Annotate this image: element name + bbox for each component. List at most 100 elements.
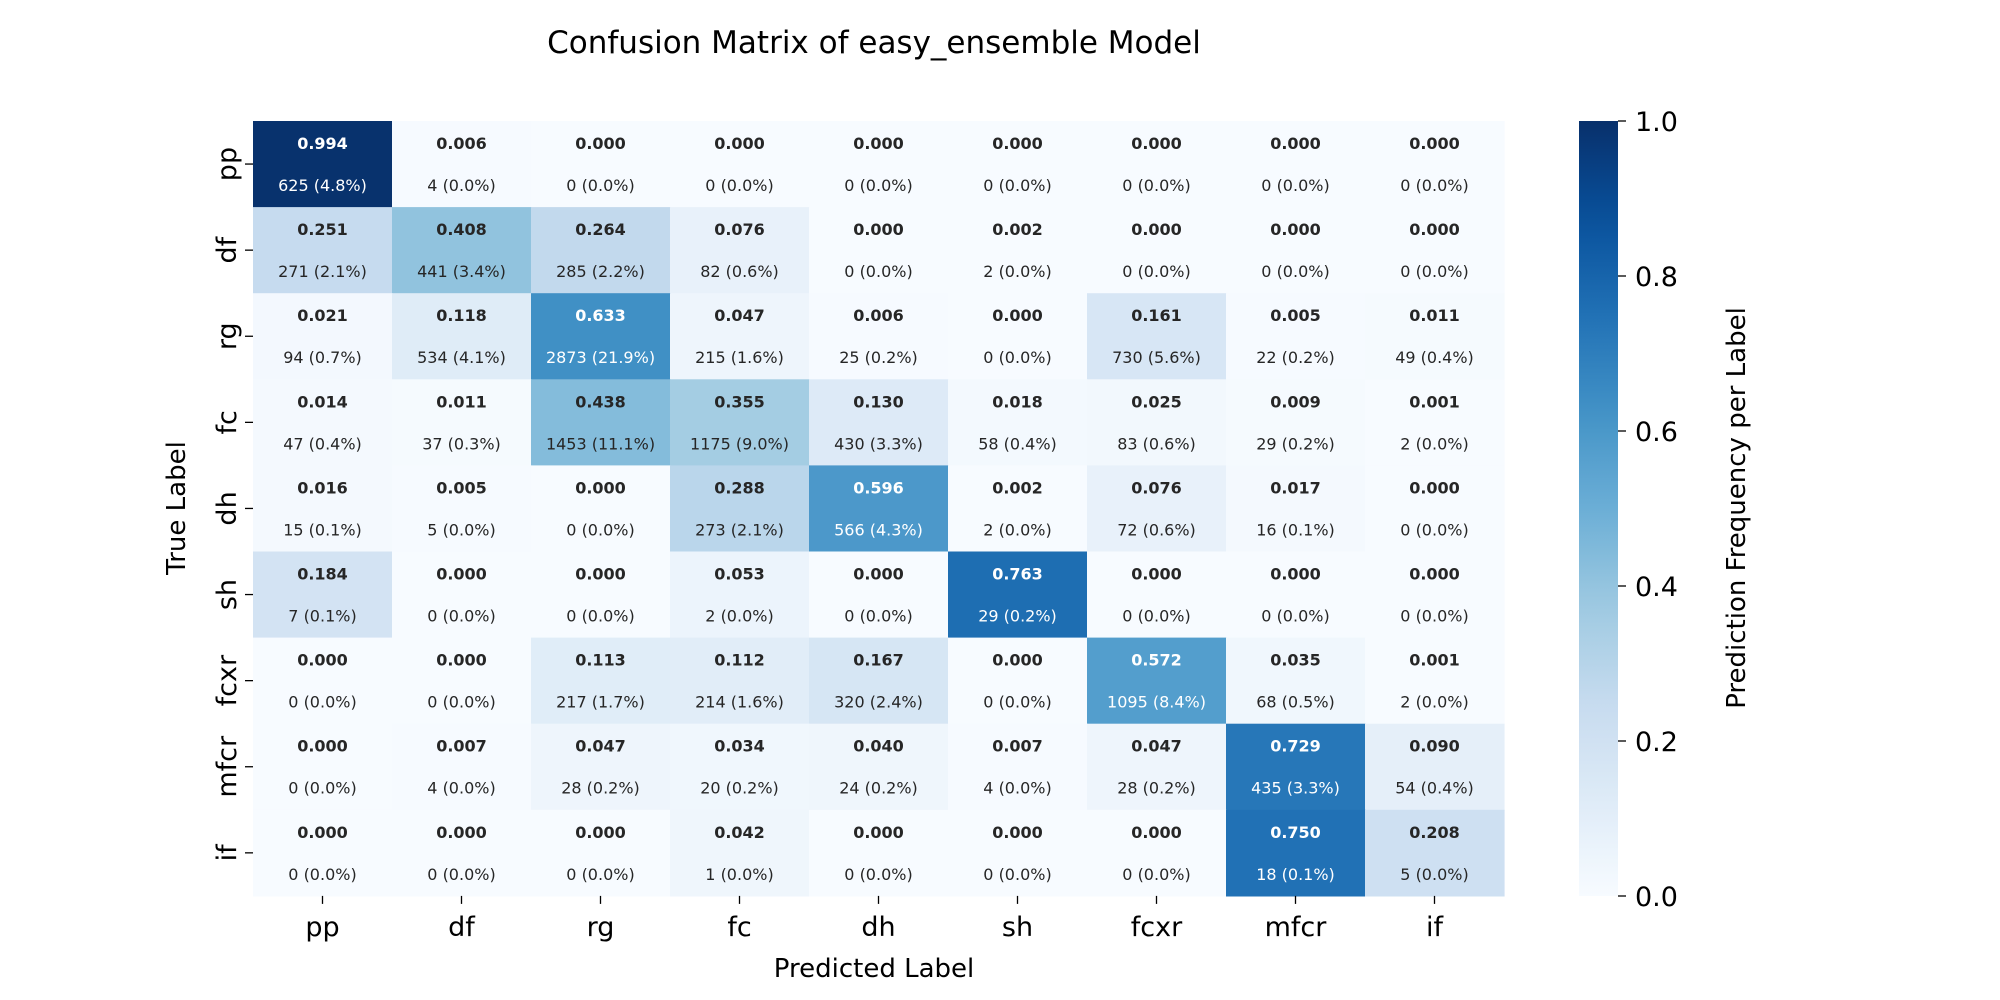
cell-count-label: 4 (0.0%) [427, 779, 495, 798]
cell-value-label: 0.000 [436, 565, 487, 584]
heatmap-cell [1087, 293, 1227, 380]
cell-count-label: 0 (0.0%) [427, 865, 495, 884]
cell-value-label: 0.000 [1409, 134, 1460, 153]
cell-count-label: 0 (0.0%) [983, 348, 1051, 367]
cell-count-label: 83 (0.6%) [1117, 434, 1196, 453]
cell-count-label: 0 (0.0%) [844, 176, 912, 195]
heatmap-cell [531, 207, 671, 294]
cell-count-label: 0 (0.0%) [566, 520, 634, 539]
cell-value-label: 0.000 [575, 565, 626, 584]
colorbar-tick-label: 0.8 [1635, 262, 1678, 293]
heatmap-cell [670, 207, 810, 294]
cell-value-label: 0.000 [575, 478, 626, 497]
cell-value-label: 0.000 [575, 134, 626, 153]
cell-count-label: 320 (2.4%) [834, 693, 923, 712]
cell-value-label: 0.729 [1270, 737, 1321, 756]
cell-count-label: 68 (0.5%) [1256, 693, 1335, 712]
cell-value-label: 0.208 [1409, 823, 1460, 842]
heatmap-cell [1087, 379, 1227, 466]
cell-count-label: 49 (0.4%) [1395, 348, 1474, 367]
colorbar-tick-label: 0.0 [1635, 882, 1678, 913]
heatmap-cell [531, 379, 671, 466]
cell-count-label: 0 (0.0%) [1122, 176, 1190, 195]
cell-value-label: 0.011 [1409, 306, 1460, 325]
cell-value-label: 0.007 [992, 737, 1043, 756]
colorbar-ticks: 0.0 0.2 0.4 0.6 0.8 1.0 [1618, 107, 1678, 913]
colorbar [1579, 121, 1618, 896]
cell-count-label: 94 (0.7%) [283, 348, 362, 367]
cell-count-label: 2 (0.0%) [983, 520, 1051, 539]
heatmap-cell [392, 465, 532, 553]
cell-value-label: 0.000 [853, 565, 904, 584]
cell-value-label: 0.000 [853, 823, 904, 842]
cell-count-label: 5 (0.0%) [427, 520, 495, 539]
heatmap-cell [670, 293, 810, 380]
cell-count-label: 0 (0.0%) [844, 607, 912, 626]
heatmap-cell [1087, 121, 1227, 208]
x-tick-label: sh [1002, 912, 1033, 943]
cell-count-label: 25 (0.2%) [839, 348, 918, 367]
cell-count-label: 0 (0.0%) [1122, 865, 1190, 884]
cell-value-label: 0.047 [714, 306, 765, 325]
heatmap-cell [948, 465, 1088, 553]
y-tick-label: fc [212, 410, 243, 434]
heatmap-cell [253, 637, 393, 725]
x-tick-label: if [1426, 912, 1445, 943]
colorbar-label: Prediction Frequency per Label [1722, 307, 1752, 709]
cell-value-label: 0.167 [853, 651, 904, 670]
heatmap-cell [392, 207, 532, 294]
cell-value-label: 0.001 [1409, 392, 1460, 411]
cell-value-label: 0.005 [1270, 306, 1321, 325]
cell-value-label: 0.040 [853, 737, 904, 756]
cell-count-label: 2 (0.0%) [1400, 693, 1468, 712]
heatmap-cell [392, 551, 532, 639]
cell-count-label: 18 (0.1%) [1256, 865, 1335, 884]
heatmap-cell [1365, 207, 1505, 294]
heatmap-cell [809, 207, 949, 294]
heatmap-cell [392, 293, 532, 380]
heatmap-cell [1087, 207, 1227, 294]
cell-value-label: 0.288 [714, 478, 765, 497]
cell-count-label: 7 (0.1%) [288, 607, 356, 626]
cell-value-label: 0.000 [853, 134, 904, 153]
cell-count-label: 0 (0.0%) [705, 176, 773, 195]
y-axis-ticks: pp df rg fc dh sh fcxr mfcr if [212, 147, 253, 861]
cell-value-label: 0.750 [1270, 823, 1321, 842]
x-tick-label: fcxr [1131, 912, 1183, 943]
heatmap-cell [948, 809, 1088, 897]
x-tick-label: rg [587, 912, 615, 943]
cell-count-label: 0 (0.0%) [983, 865, 1051, 884]
heatmap-cell [1365, 293, 1505, 380]
cell-count-label: 0 (0.0%) [288, 693, 356, 712]
cell-value-label: 0.118 [436, 306, 487, 325]
cell-count-label: 0 (0.0%) [566, 176, 634, 195]
cell-value-label: 0.113 [575, 651, 626, 670]
cell-value-label: 0.000 [1131, 823, 1182, 842]
heatmap-cell [1226, 809, 1366, 897]
cell-value-label: 0.572 [1131, 651, 1182, 670]
cell-count-label: 0 (0.0%) [1122, 607, 1190, 626]
heatmap-cell [670, 809, 810, 897]
cell-count-label: 217 (1.7%) [556, 693, 645, 712]
cell-count-label: 29 (0.2%) [1256, 434, 1335, 453]
heatmap-cell [670, 379, 810, 466]
cell-count-label: 47 (0.4%) [283, 434, 362, 453]
y-tick-label: sh [212, 579, 243, 610]
cell-value-label: 0.408 [436, 220, 487, 239]
cell-value-label: 0.251 [297, 220, 348, 239]
cell-value-label: 0.000 [1131, 134, 1182, 153]
cell-value-label: 0.000 [853, 220, 904, 239]
heatmap-cell [670, 551, 810, 639]
heatmap-cell [809, 723, 949, 811]
y-tick-label: dh [212, 491, 243, 525]
x-tick-label: pp [305, 912, 339, 943]
cell-count-label: 0 (0.0%) [1261, 262, 1329, 281]
heatmap-cell [253, 293, 393, 380]
heatmap-cell [253, 379, 393, 466]
cell-value-label: 0.000 [992, 823, 1043, 842]
cell-count-label: 37 (0.3%) [422, 434, 501, 453]
cell-value-label: 0.011 [436, 392, 487, 411]
heatmap-cell [670, 121, 810, 208]
heatmap-cell [392, 121, 532, 208]
